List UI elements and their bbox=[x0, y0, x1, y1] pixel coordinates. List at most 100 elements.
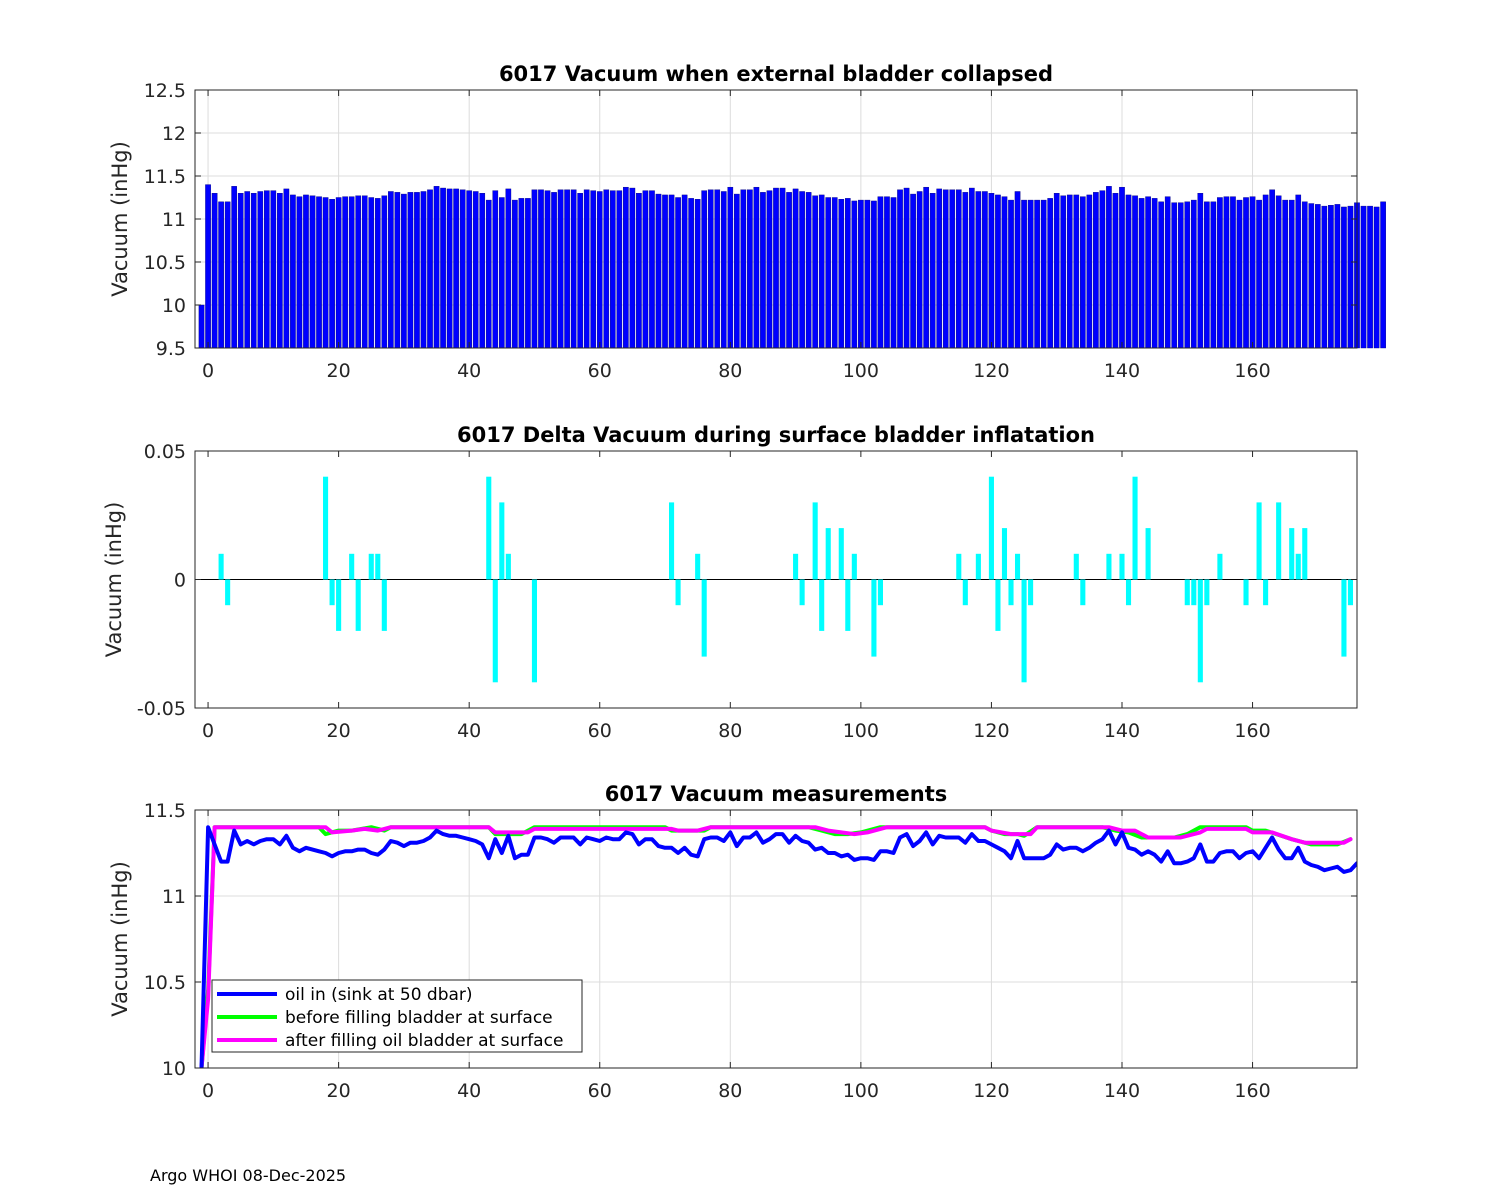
bar bbox=[753, 186, 760, 349]
bar bbox=[1119, 553, 1125, 580]
bar bbox=[1112, 192, 1119, 349]
bar bbox=[329, 199, 335, 349]
bar bbox=[877, 579, 883, 606]
bar bbox=[1132, 195, 1138, 349]
bar bbox=[845, 579, 851, 631]
bar bbox=[903, 187, 910, 349]
bar bbox=[636, 192, 642, 349]
bar bbox=[205, 184, 211, 349]
bar bbox=[695, 553, 701, 580]
bar bbox=[1145, 528, 1151, 580]
legend: oil in (sink at 50 dbar) before filling b… bbox=[211, 979, 583, 1053]
bar bbox=[975, 191, 982, 349]
bar bbox=[1190, 199, 1197, 349]
bar bbox=[1295, 194, 1302, 349]
bar bbox=[988, 476, 994, 580]
bar bbox=[257, 191, 264, 349]
bar bbox=[466, 190, 472, 349]
bar bbox=[995, 194, 1001, 349]
bar bbox=[512, 199, 518, 349]
bar bbox=[1256, 199, 1262, 349]
bar bbox=[714, 189, 721, 349]
bar bbox=[727, 186, 734, 349]
bar bbox=[707, 189, 714, 349]
bar bbox=[1106, 186, 1112, 349]
y-tick-label: 10 bbox=[162, 295, 186, 317]
chart-title: 6017 Delta Vacuum during surface bladder… bbox=[457, 423, 1095, 447]
bar bbox=[1295, 553, 1301, 580]
bar bbox=[414, 192, 420, 349]
bar bbox=[348, 196, 355, 349]
bar bbox=[1027, 199, 1034, 349]
x-tick-label: 0 bbox=[202, 720, 214, 742]
bar bbox=[844, 198, 851, 349]
bar bbox=[459, 189, 466, 349]
bar bbox=[1236, 199, 1243, 349]
bar bbox=[1217, 553, 1223, 580]
bar bbox=[596, 191, 603, 349]
bar bbox=[1047, 198, 1053, 349]
x-tick-label: 20 bbox=[327, 360, 351, 382]
legend-label: oil in (sink at 50 dbar) bbox=[285, 985, 473, 1005]
y-tick-label: 12 bbox=[162, 123, 186, 145]
bar bbox=[786, 192, 792, 349]
bar bbox=[668, 194, 675, 349]
bar bbox=[1191, 579, 1197, 606]
bar bbox=[316, 196, 322, 349]
bar bbox=[1243, 197, 1249, 349]
bar bbox=[531, 579, 538, 683]
bar bbox=[335, 197, 342, 349]
x-tick-label: 40 bbox=[457, 360, 481, 382]
bar bbox=[342, 196, 348, 349]
bar bbox=[1014, 553, 1021, 580]
bar bbox=[544, 190, 551, 349]
x-tick-label: 160 bbox=[1234, 360, 1270, 382]
bar bbox=[1367, 205, 1373, 349]
bar bbox=[1119, 186, 1125, 349]
bar bbox=[577, 192, 583, 349]
bar bbox=[1341, 579, 1347, 657]
x-tick-label: 80 bbox=[718, 720, 742, 742]
x-tick-label: 0 bbox=[202, 1080, 214, 1102]
bar bbox=[884, 196, 890, 349]
bar bbox=[1014, 191, 1021, 349]
bar bbox=[375, 553, 381, 580]
y-tick-label: 11 bbox=[162, 209, 186, 231]
bar bbox=[1008, 579, 1014, 606]
bar bbox=[368, 197, 375, 349]
bar bbox=[1275, 195, 1282, 349]
bar bbox=[1321, 205, 1328, 349]
x-tick-label: 140 bbox=[1104, 1080, 1140, 1102]
y-tick-label: -0.05 bbox=[137, 698, 186, 720]
bar bbox=[975, 553, 981, 580]
bar bbox=[1341, 206, 1347, 349]
bar bbox=[910, 193, 916, 349]
bar bbox=[1347, 205, 1354, 349]
bar bbox=[1001, 528, 1008, 580]
axes-frame bbox=[194, 809, 1358, 1069]
x-tick-label: 80 bbox=[718, 1080, 742, 1102]
bar bbox=[453, 188, 459, 349]
bar bbox=[916, 191, 923, 349]
y-tick-label: 10.5 bbox=[144, 252, 186, 274]
bar bbox=[303, 194, 309, 349]
footer-credit: Argo WHOI 08-Dec-2025 bbox=[150, 1166, 347, 1185]
bar bbox=[812, 195, 818, 349]
bar bbox=[779, 187, 786, 349]
x-tick-label: 20 bbox=[327, 720, 351, 742]
bar bbox=[1080, 579, 1086, 606]
bar bbox=[792, 188, 799, 349]
bar bbox=[1138, 198, 1145, 349]
bar bbox=[662, 194, 668, 349]
bar bbox=[198, 304, 205, 349]
bar bbox=[1269, 189, 1275, 349]
y-tick-label: 0 bbox=[174, 570, 186, 592]
y-tick-label: 11 bbox=[162, 886, 186, 908]
bar bbox=[1302, 528, 1308, 580]
y-tick-label: 12.5 bbox=[144, 80, 186, 102]
bar bbox=[1093, 192, 1099, 349]
bar bbox=[1334, 204, 1341, 349]
y-axis-ticks: 9.5 10 10.5 11 11.5 12 12.5 bbox=[144, 80, 1357, 360]
bar bbox=[1230, 196, 1236, 349]
